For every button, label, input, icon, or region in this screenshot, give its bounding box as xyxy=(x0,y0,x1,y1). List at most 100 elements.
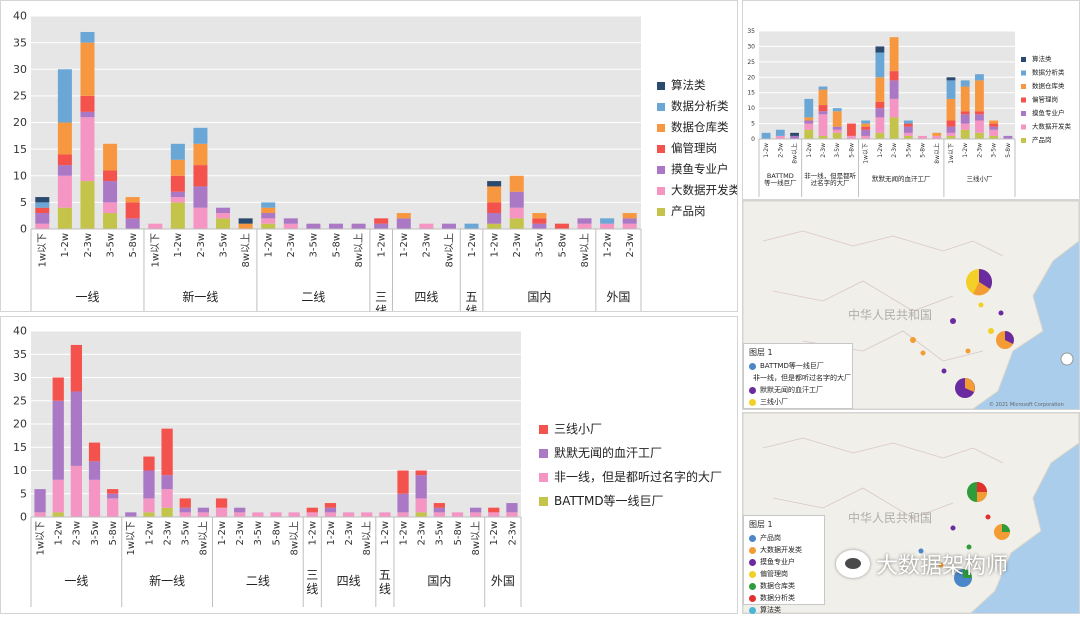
legend-pie-icon xyxy=(749,386,756,394)
x-tick-label: 1-2w xyxy=(377,233,388,258)
x-tick-label: 8w以上 xyxy=(288,521,300,556)
x-tick-label: 2-3w xyxy=(976,143,983,158)
bar-segment xyxy=(818,114,828,136)
bar-segment xyxy=(415,498,427,513)
map-legend-label: 算法类 xyxy=(760,606,781,614)
x-tick-label: 2-3w xyxy=(72,521,83,546)
map-legend-item: 数据仓库类 xyxy=(749,581,819,591)
map-legend-label: BATTMD等一线巨厂 xyxy=(760,362,824,370)
y-tick-label: 10 xyxy=(13,169,27,182)
bar-segment xyxy=(324,507,337,513)
y-tick-label: 0 xyxy=(20,223,27,236)
bar-segment xyxy=(532,218,547,224)
legend-label: 三线小厂 xyxy=(554,422,602,436)
x-tick-label: 3-5w xyxy=(105,233,116,258)
chart-panel-3: 0 5 10 15 20 25 30 35 1-2w 2-3w 8w以上 1-2w 2-3w 3-5w 5-… xyxy=(742,0,1080,200)
bar-segment xyxy=(600,223,615,229)
bar-segment xyxy=(932,135,942,139)
legend-swatch xyxy=(1021,84,1026,89)
map-legend-label: 默默无闻的血汗工厂 xyxy=(760,386,823,394)
bar-segment xyxy=(960,80,970,87)
bar-segment xyxy=(234,507,246,513)
legend-label: 偏管理岗 xyxy=(671,141,717,155)
map-legend-label: 三线小厂 xyxy=(760,398,788,406)
bar-segment xyxy=(197,512,210,517)
x-tick-label: 8w以上 xyxy=(933,143,941,164)
bar-segment xyxy=(875,108,885,118)
x-tick-label: 5-8w xyxy=(1005,143,1012,158)
bar-segment xyxy=(790,135,799,139)
map-legend-label: 产品岗 xyxy=(760,534,781,542)
bar-segment xyxy=(946,80,956,99)
group-label: 三线小厂 xyxy=(966,174,993,183)
legend-swatch xyxy=(657,103,665,111)
bar-segment xyxy=(52,377,64,401)
bar-segment xyxy=(989,135,999,139)
bar-segment xyxy=(88,442,101,462)
bar-segment xyxy=(847,123,856,136)
bar-segment xyxy=(252,512,264,517)
bar-segment xyxy=(832,126,842,130)
bar-segment xyxy=(125,512,137,517)
legend-pie-icon xyxy=(749,558,756,566)
map-country-label: 中华人民共和国 xyxy=(848,511,933,525)
legend-pie-icon xyxy=(749,606,756,614)
y-tick-label: 15 xyxy=(747,90,755,97)
group-label: 一线 xyxy=(64,574,88,588)
bar-segment xyxy=(487,213,502,224)
x-tick-label: 5-8w xyxy=(920,143,927,158)
bar-segment xyxy=(875,46,885,53)
x-tick-label: 3-5w xyxy=(253,521,264,546)
x-tick-label: 2-3w xyxy=(820,143,827,158)
bar-segment xyxy=(57,69,72,123)
legend-label: 大数据开发类 xyxy=(1032,122,1072,131)
group-label: 新一线 xyxy=(182,289,218,304)
bar-segment xyxy=(946,135,956,139)
bar-segment xyxy=(532,223,547,229)
bar-segment xyxy=(861,129,871,136)
x-tick-label: 1-2w xyxy=(602,233,613,258)
bar-segment xyxy=(143,456,155,471)
x-tick-label: 1-2w xyxy=(217,521,228,546)
bar-segment xyxy=(622,213,637,219)
bar-segment xyxy=(975,74,984,81)
legend-label: 数据仓库类 xyxy=(671,120,729,134)
bar-segment xyxy=(832,129,842,133)
bar-segment xyxy=(622,218,637,224)
bar-segment xyxy=(103,181,118,203)
bar-segment xyxy=(80,31,95,43)
bar-segment xyxy=(804,123,814,130)
bar-segment xyxy=(818,111,828,115)
legend-pie-icon xyxy=(749,582,756,590)
x-tick-label: 1w以下 xyxy=(948,143,955,164)
bar-segment xyxy=(374,223,389,229)
bar-segment xyxy=(397,470,409,494)
bar-segment xyxy=(847,135,856,139)
map-nav-icon[interactable] xyxy=(1060,352,1074,366)
bar-segment xyxy=(441,223,456,229)
x-tick-label: 2-3w xyxy=(83,233,94,258)
map-background xyxy=(742,412,1080,614)
bar-segment xyxy=(875,101,885,109)
map-legend-item: 摸鱼专业户 xyxy=(749,557,819,567)
bar-segment xyxy=(34,489,46,513)
x-tick-label: 8w以上 xyxy=(791,143,799,164)
y-tick-label: 0 xyxy=(751,136,755,143)
y-tick-label: 30 xyxy=(13,371,27,384)
group-label: 新一线 xyxy=(149,573,185,588)
x-tick-label: 1w以下 xyxy=(38,233,49,268)
bar-segment xyxy=(975,114,984,121)
bar-segment xyxy=(197,507,210,513)
bar-segment xyxy=(88,461,101,480)
y-tick-label: 40 xyxy=(13,10,27,23)
x-tick-label: 1-2w xyxy=(806,143,813,158)
y-tick-label: 5 xyxy=(20,196,27,209)
bar-segment xyxy=(875,117,885,133)
legend-pie-icon xyxy=(749,594,756,602)
legend-label: 数据仓库类 xyxy=(1032,81,1065,90)
y-tick-label: 35 xyxy=(13,348,27,361)
map-legend-item: 偏管理岗 xyxy=(749,569,819,579)
bar-segment xyxy=(193,143,208,166)
bar-segment xyxy=(903,126,913,133)
bar-segment xyxy=(975,132,984,139)
